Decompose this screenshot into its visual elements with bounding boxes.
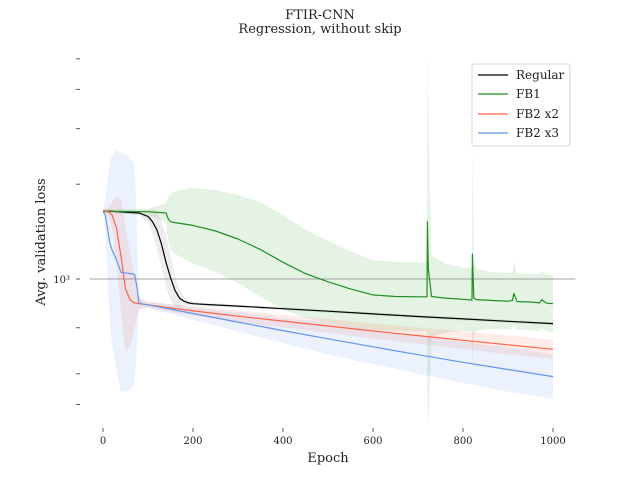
x-tick-label: 400 (273, 436, 292, 447)
chart-subtitle: Regression, without skip (238, 22, 401, 37)
legend-label-regular: Regular (516, 68, 565, 82)
plot-area (89, 48, 576, 426)
series-line-regular (103, 210, 554, 325)
series-line-fb2x3 (102, 210, 554, 378)
series-lines (102, 210, 554, 378)
band-fb2x3 (103, 149, 553, 399)
x-tick-label: 0 (100, 436, 106, 447)
series-line-fb1 (102, 210, 554, 305)
legend: Regular FB1 FB2 x2 FB2 x3 (471, 63, 571, 147)
band-regular (103, 209, 553, 326)
x-tick-label: 1000 (540, 436, 565, 447)
legend-box (471, 63, 571, 147)
legend-label-fb1: FB1 (516, 87, 541, 101)
legend-label-fb2x2: FB2 x2 (516, 107, 559, 121)
y-axis-ticks (76, 58, 80, 405)
x-axis-label: Epoch (307, 451, 349, 466)
legend-label-fb2x3: FB2 x3 (516, 126, 559, 140)
y-axis-label: Avg. validation loss (34, 178, 49, 306)
band-fb1 (103, 48, 553, 426)
x-tick-label: 200 (183, 436, 202, 447)
y-tick-label-1000: 10³ (53, 275, 70, 286)
x-tick-label: 800 (453, 436, 472, 447)
x-tick-label: 600 (363, 436, 382, 447)
x-axis-ticks: 0 200 400 600 800 1000 (100, 428, 566, 447)
chart-title: FTIR-CNN (285, 8, 355, 23)
